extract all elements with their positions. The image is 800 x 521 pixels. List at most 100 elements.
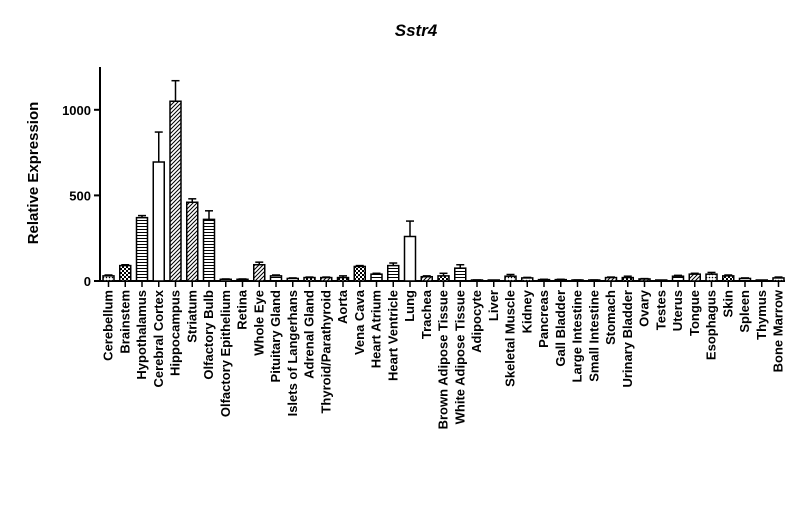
bar — [287, 278, 298, 281]
y-axis-label: Relative Expression — [25, 102, 42, 245]
x-tick-label: Trachea — [419, 289, 434, 339]
error-bar — [724, 275, 732, 276]
x-tick-label: Olfactory Epithelium — [218, 290, 233, 417]
error-bar — [105, 275, 113, 276]
y-axis: 0 500 1000 — [62, 67, 100, 289]
error-bar — [523, 277, 531, 278]
bar — [338, 278, 349, 281]
y-tick-label: 500 — [69, 188, 91, 203]
x-tick-label: Testes — [653, 290, 668, 330]
bar — [438, 276, 449, 281]
error-bar — [155, 132, 163, 162]
error-bar — [322, 277, 330, 278]
x-tick-label: Brainstem — [117, 290, 132, 354]
bar — [354, 266, 365, 281]
error-bar — [607, 277, 615, 278]
x-tick-label: Pituitary Gland — [268, 290, 283, 383]
bar — [170, 101, 181, 281]
bar — [421, 277, 432, 281]
bar — [388, 266, 399, 281]
y-tick-label: 0 — [84, 274, 91, 289]
x-tick-label: Olfactory Bulb — [201, 290, 216, 380]
x-tick-label: Tongue — [687, 290, 702, 336]
bar — [723, 276, 734, 281]
x-tick-label: Urinary Bladder — [620, 290, 635, 388]
x-tick-label: Islets of Langerhans — [285, 290, 300, 416]
bar — [271, 276, 282, 281]
bar — [153, 162, 164, 281]
bar — [522, 278, 533, 281]
x-tick-label: Skeletal Muscle — [503, 290, 518, 387]
x-tick-label: Esophagus — [704, 290, 719, 360]
bar — [740, 278, 751, 281]
bar — [706, 274, 717, 281]
bar — [371, 274, 382, 281]
x-tick-label: Hippocampus — [168, 290, 183, 376]
x-tick-label: Ovary — [637, 289, 652, 327]
x-tick-label: Hypothalamus — [134, 290, 149, 380]
x-tick-label: Brown Adipose Tissue — [436, 290, 451, 429]
bar — [103, 276, 114, 281]
error-bar — [272, 275, 280, 276]
x-tick-label: Large Intestine — [570, 290, 585, 382]
x-tick-label: Whole Eye — [251, 290, 266, 356]
x-tick-label: Thymus — [754, 290, 769, 340]
error-bar — [674, 275, 682, 276]
x-tick-label: Liver — [486, 290, 501, 321]
bar — [505, 276, 516, 281]
x-tick-label: Uterus — [670, 290, 685, 331]
bar — [120, 266, 131, 281]
x-tick-label: Kidney — [519, 289, 534, 333]
x-tick-label: Adrenal Gland — [302, 290, 317, 379]
x-tick-label: Adipocyte — [469, 290, 484, 353]
bar — [773, 278, 784, 281]
bar — [304, 278, 315, 281]
x-tick-label: Heart Atrium — [369, 290, 384, 368]
bar — [606, 278, 617, 281]
bar — [321, 278, 332, 281]
bar — [455, 268, 466, 281]
error-bar — [356, 266, 364, 267]
x-tick-label: Lung — [402, 290, 417, 322]
error-bar — [121, 265, 129, 266]
x-tick-label: Thyroid/Parathyroid — [318, 290, 333, 414]
bar — [137, 218, 148, 281]
error-bar — [172, 81, 180, 102]
x-tick-label: Gall Bladder — [553, 290, 568, 367]
x-tick-label: Skin — [720, 290, 735, 318]
bar — [689, 274, 700, 281]
bar — [204, 219, 215, 281]
x-tick-label: Retina — [235, 289, 250, 330]
bar — [673, 276, 684, 281]
x-tick-label: Spleen — [737, 290, 752, 333]
error-bar — [373, 273, 381, 274]
x-axis — [100, 281, 785, 287]
x-tick-label: Cerebral Cortex — [151, 289, 166, 387]
error-bar — [306, 277, 314, 278]
bar — [622, 278, 633, 281]
x-tick-label: Aorta — [335, 289, 350, 324]
x-tick-label: Vena Cava — [352, 289, 367, 355]
x-tick-label: White Adipose Tissue — [452, 290, 467, 424]
bar — [254, 265, 265, 281]
error-bar — [775, 277, 783, 278]
x-tick-label: Heart Ventricle — [385, 290, 400, 381]
bars — [103, 101, 784, 281]
x-tick-label: Cerebellum — [101, 290, 116, 361]
error-bar — [289, 278, 297, 279]
x-tick-label: Bone Marrow — [771, 289, 786, 372]
x-tick-label: Small Intestine — [586, 290, 601, 382]
error-bar — [205, 211, 213, 220]
x-tick-label: Stomach — [603, 290, 618, 345]
y-tick-label: 1000 — [62, 103, 91, 118]
error-bar — [741, 278, 749, 279]
chart-title: Sstr4 — [395, 21, 438, 40]
x-tick-label: Pancreas — [536, 290, 551, 348]
error-bar — [691, 273, 699, 274]
bar — [405, 236, 416, 281]
bar — [187, 202, 198, 281]
error-bar — [406, 221, 414, 236]
